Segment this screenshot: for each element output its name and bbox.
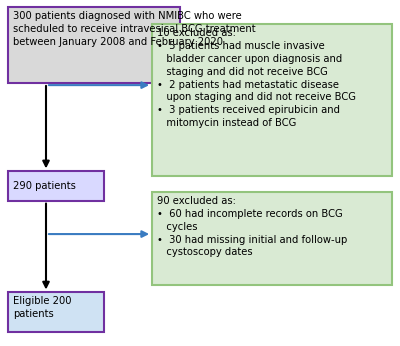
Text: 90 excluded as:
•  60 had incomplete records on BCG
   cycles
•  30 had missing : 90 excluded as: • 60 had incomplete reco…	[157, 196, 348, 257]
FancyBboxPatch shape	[8, 7, 180, 83]
FancyBboxPatch shape	[152, 24, 392, 176]
FancyBboxPatch shape	[8, 171, 104, 201]
Text: 290 patients: 290 patients	[13, 181, 76, 191]
Text: 10 excluded as:
•  5 patients had muscle invasive
   bladder cancer upon diagnos: 10 excluded as: • 5 patients had muscle …	[157, 28, 356, 128]
Text: 300 patients diagnosed with NMIBC who were
scheduled to receive intravesical BCG: 300 patients diagnosed with NMIBC who we…	[13, 11, 256, 47]
FancyBboxPatch shape	[8, 292, 104, 332]
Text: Eligible 200
patients: Eligible 200 patients	[13, 296, 72, 319]
FancyBboxPatch shape	[152, 192, 392, 285]
